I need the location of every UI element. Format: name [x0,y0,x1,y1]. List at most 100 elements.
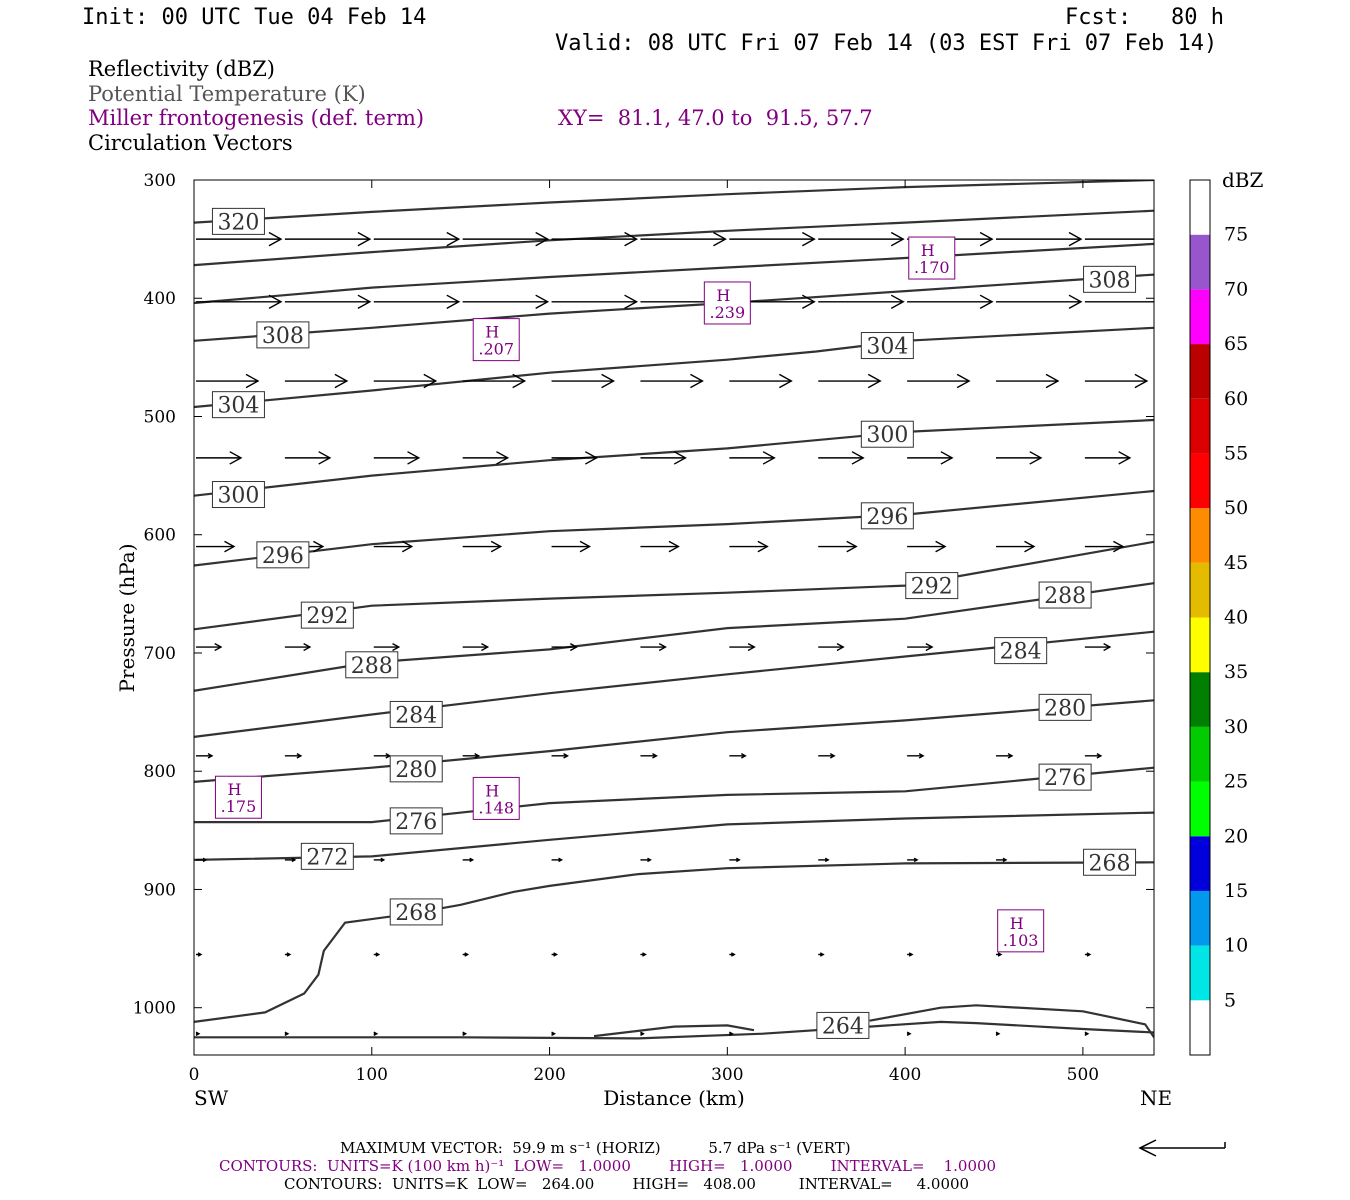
circulation-vector [996,857,1008,863]
y-tick-label: 300 [144,171,176,191]
circulation-vector [818,540,858,553]
theta-label-box [816,1011,870,1039]
theta-label: 300 [217,484,259,509]
circulation-vector [729,231,816,247]
theta-label: 304 [866,335,908,360]
circulation-vector [551,1031,557,1036]
theta-label-box [905,572,959,600]
circulation-vector [551,373,616,389]
circulation-vector [1084,753,1103,759]
legend-circulation-vectors: Circulation Vectors [88,131,293,155]
colorbar-tick-label: 35 [1224,661,1248,683]
footer-theta-contours: CONTOURS: UNITS=K LOW= 264.00 HIGH= 408.… [284,1175,970,1193]
colorbar-tick-label: 60 [1224,388,1248,410]
colorbar-swatch [1190,672,1210,727]
circulation-vector [818,451,865,465]
theta-label: 320 [217,210,259,235]
circulation-vector [640,952,647,957]
circulation-vector [551,753,570,759]
theta-contour-296 [194,489,1154,567]
circulation-vector [551,294,639,310]
circulation-vector [729,643,756,652]
theta-label-box [860,332,914,360]
circulation-vector [551,540,592,553]
circulation-vector [996,231,1083,247]
circulation-vector [1084,373,1149,389]
circulation-vector [284,451,332,465]
circulation-vector [462,231,550,247]
colorbar-tick-label: 55 [1224,442,1248,464]
circulation-vector [640,857,652,863]
colorbar-tick-label: 30 [1224,716,1248,738]
circulation-vector [195,1031,201,1036]
circulation-vector [284,857,297,863]
theta-label: 280 [395,758,437,783]
colorbar-tick-label: 70 [1224,278,1248,300]
theta-label-box [1038,763,1092,791]
forecast-hour: Fcst: 80 h [1065,5,1224,30]
colorbar-swatch [1190,1000,1210,1055]
colorbar-swatch [1190,890,1210,946]
theta-label: 308 [1089,268,1131,293]
circulation-vector [551,231,639,247]
circulation-vector [907,294,994,310]
y-tick-label: 800 [144,762,176,782]
theta-label-box [211,391,265,419]
theta-label-box [1083,265,1137,293]
circulation-vector [196,540,236,553]
circulation-vector [284,643,312,652]
theta-label-box [1083,848,1137,876]
colorbar-swatch [1190,726,1210,782]
circulation-vector [373,643,401,652]
circulation-vector [284,952,292,957]
circulation-vector [907,753,925,759]
theta-label-box [389,700,443,728]
circulation-vector [373,451,421,465]
legend-reflectivity: Reflectivity (dBZ) [88,57,276,81]
circulation-vector [907,857,919,863]
circulation-vector [640,231,727,247]
frontogenesis-max: H.239 [703,281,751,325]
colorbar-swatch [1190,398,1210,454]
frontogenesis-max: H.207 [472,318,520,362]
circulation-vector [196,643,223,652]
legend-miller-frontogenesis: Miller frontogenesis (def. term) [88,106,425,130]
circulation-vector [906,1031,912,1036]
x-tick-label: 400 [889,1065,921,1085]
circulation-vector [907,373,971,389]
circulation-vector [996,451,1043,465]
circulation-vector [462,373,527,389]
theta-contour-308 [194,273,1154,342]
frontogenesis-max-label: H [227,780,241,799]
frontogenesis-max-value: .170 [914,258,950,277]
theta-label: 288 [1044,584,1086,609]
colorbar-swatch [1190,945,1210,1001]
circulation-vector [373,857,386,863]
frontogenesis-max-box [472,776,520,820]
legend-potential-temperature: Potential Temperature (K) [88,82,366,106]
y-axis-label: Pressure (hPa) [115,544,139,693]
frontogenesis-max-label: H [1010,914,1024,933]
circulation-vector [373,294,461,310]
colorbar-swatch [1190,781,1210,837]
frontogenesis-max-value: .148 [478,798,514,817]
frontogenesis-max-value: .239 [710,303,746,322]
circulation-vector [907,451,954,465]
circulation-vector [196,373,260,389]
frontogenesis-max-value: .103 [1003,931,1039,950]
circulation-vector [640,540,680,553]
circulation-vector [818,373,882,389]
circulation-vector [196,451,243,465]
theta-label: 276 [395,810,437,835]
frontogenesis-max-label: H [921,241,935,260]
circulation-vector [818,952,825,957]
circulation-vector [729,373,793,389]
circulation-vector [996,952,1003,957]
circulation-vector [729,753,747,759]
theta-label-box [389,807,443,835]
y-tick-label: 600 [144,526,176,546]
theta-contour-280 [194,699,1154,783]
theta-label: 272 [306,845,348,870]
circulation-vector [462,294,550,310]
